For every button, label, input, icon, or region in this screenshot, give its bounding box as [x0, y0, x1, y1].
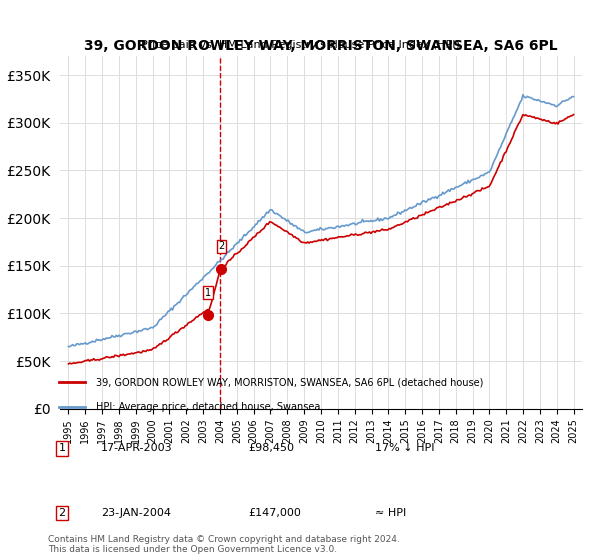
Text: 1: 1	[205, 288, 211, 298]
Text: £147,000: £147,000	[248, 508, 302, 518]
Text: 17-APR-2003: 17-APR-2003	[101, 444, 172, 454]
Text: 17% ↓ HPI: 17% ↓ HPI	[376, 444, 435, 454]
Text: Contains HM Land Registry data © Crown copyright and database right 2024.
This d: Contains HM Land Registry data © Crown c…	[48, 535, 400, 554]
Text: 39, GORDON ROWLEY WAY, MORRISTON, SWANSEA, SA6 6PL (detached house): 39, GORDON ROWLEY WAY, MORRISTON, SWANSE…	[95, 377, 483, 388]
Text: 2: 2	[59, 508, 65, 518]
Text: £98,450: £98,450	[248, 444, 295, 454]
Text: HPI: Average price, detached house, Swansea: HPI: Average price, detached house, Swan…	[95, 402, 320, 412]
Title: 39, GORDON ROWLEY WAY, MORRISTON, SWANSEA, SA6 6PL: 39, GORDON ROWLEY WAY, MORRISTON, SWANSE…	[84, 39, 558, 53]
Text: 2: 2	[218, 241, 224, 251]
Text: ≈ HPI: ≈ HPI	[376, 508, 407, 518]
Text: Price paid vs. HM Land Registry's House Price Index (HPI): Price paid vs. HM Land Registry's House …	[140, 40, 460, 50]
Text: 23-JAN-2004: 23-JAN-2004	[101, 508, 171, 518]
Text: 1: 1	[59, 444, 65, 454]
